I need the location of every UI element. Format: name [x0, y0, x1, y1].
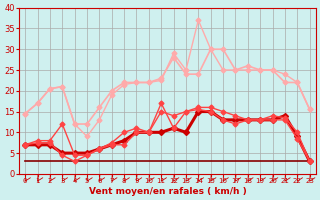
X-axis label: Vent moyen/en rafales ( km/h ): Vent moyen/en rafales ( km/h ): [89, 187, 246, 196]
